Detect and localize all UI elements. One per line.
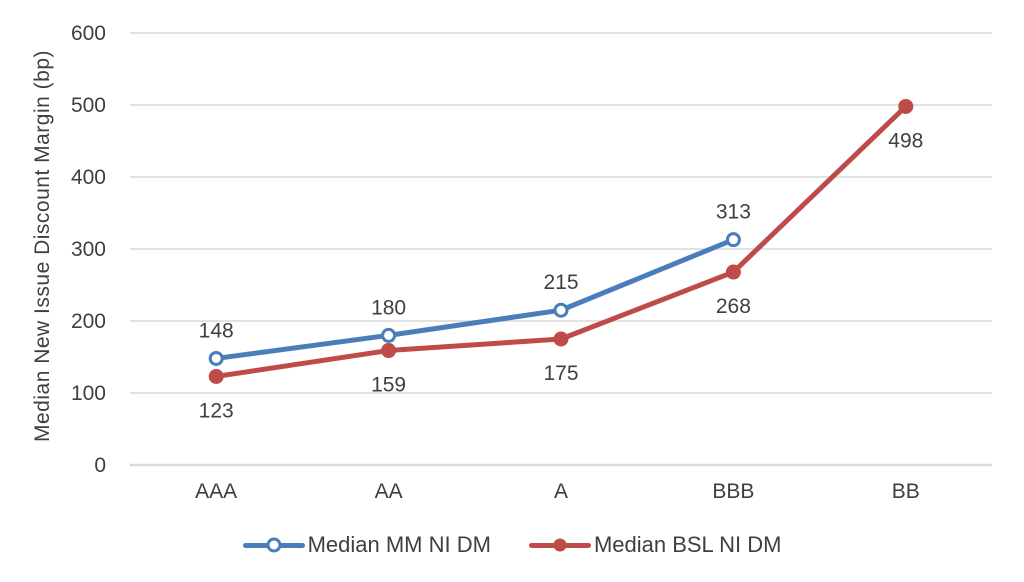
y-axis-title: Median New Issue Discount Margin (bp) [31, 50, 54, 442]
data-point-open-circle [208, 350, 224, 366]
series-line-0 [213, 237, 736, 361]
data-point-open-circle [553, 302, 569, 318]
legend-label-bsl: Median BSL NI DM [593, 532, 782, 557]
data-point-filled-circle [725, 264, 741, 280]
data-point-open-circle [725, 232, 741, 248]
data-point-filled-circle [553, 331, 569, 347]
y-tick-label: 0 [94, 454, 106, 477]
y-tick-label: 300 [71, 238, 106, 261]
legend-label-mm: Median MM NI DM [307, 532, 491, 557]
y-tick-label: 500 [71, 94, 106, 117]
legend-item-median-bsl-ni-dm: Median BSL NI DM [528, 532, 782, 558]
blue-line-marker-icon [242, 537, 305, 553]
legend-open-circle-icon [266, 537, 282, 553]
data-point-label: 123 [199, 399, 234, 422]
legend-item-median-mm-ni-dm: Median MM NI DM [242, 532, 491, 558]
legend-filled-circle-icon [553, 538, 567, 552]
x-tick-label: AA [375, 480, 403, 503]
y-tick-label: 200 [71, 310, 106, 333]
data-point-label: 175 [543, 362, 578, 385]
x-tick-label: A [554, 480, 568, 503]
data-point-label: 268 [716, 295, 751, 318]
data-point-label: 313 [716, 201, 751, 224]
x-tick-label: BB [892, 480, 920, 503]
legend: Median MM NI DM Median BSL NI DM [0, 531, 1024, 559]
data-point-filled-circle [208, 368, 224, 384]
x-tick-label: BBB [712, 480, 754, 503]
data-point-label: 498 [888, 129, 923, 152]
y-tick-label: 600 [71, 22, 106, 45]
y-tick-label: 400 [71, 166, 106, 189]
data-point-label: 180 [371, 296, 406, 319]
y-tick-label: 100 [71, 382, 106, 405]
red-line-marker-icon [528, 537, 591, 553]
data-point-filled-circle [381, 343, 397, 359]
data-point-label: 148 [199, 319, 234, 342]
data-point-open-circle [381, 327, 397, 343]
data-point-label: 215 [543, 271, 578, 294]
data-point-label: 159 [371, 374, 406, 397]
x-tick-label: AAA [195, 480, 237, 503]
data-point-filled-circle [898, 98, 914, 114]
